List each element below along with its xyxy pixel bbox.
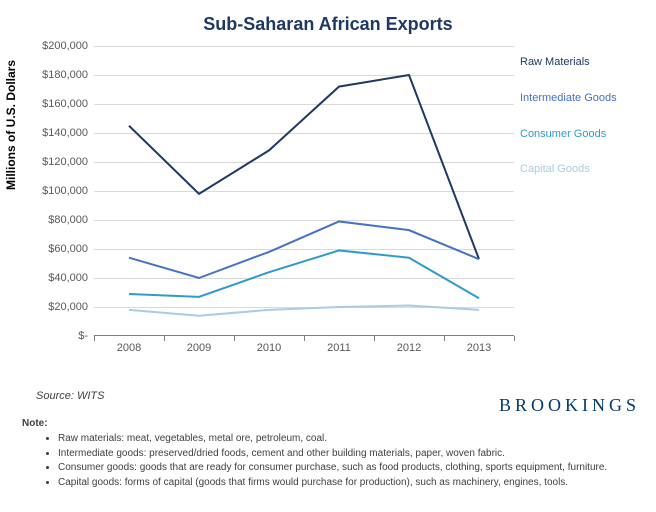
legend-item: Intermediate Goods [520,92,650,106]
x-tick [304,336,305,341]
x-tick [374,336,375,341]
y-tick-label: $140,000 [42,127,88,139]
series-line [129,250,479,298]
y-tick-label: $40,000 [48,272,88,284]
y-tick-label: $- [78,330,88,342]
plot-area: $-$20,000$40,000$60,000$80,000$100,000$1… [94,46,514,336]
x-tick-label: 2009 [187,342,211,354]
y-tick-label: $200,000 [42,40,88,52]
note-item: Capital goods: forms of capital (goods t… [58,477,640,490]
y-tick-label: $180,000 [42,69,88,81]
legend: Raw Materials Intermediate Goods Consumer … [520,56,650,199]
x-tick [164,336,165,341]
y-tick-label: $120,000 [42,156,88,168]
y-axis-label: Millions of U.S. Dollars [4,60,18,190]
note-list: Raw materials: meat, vegetables, metal o… [22,433,640,489]
x-tick [444,336,445,341]
x-tick-label: 2008 [117,342,141,354]
x-tick [94,336,95,341]
note-heading: Note: [22,418,640,429]
chart-title: Sub-Saharan African Exports [0,14,656,35]
notes-block: Note: Raw materials: meat, vegetables, m… [22,418,640,491]
series-line [129,221,479,278]
x-tick [234,336,235,341]
note-item: Consumer goods: goods that are ready for… [58,462,640,475]
y-tick-label: $20,000 [48,301,88,313]
series-line [129,306,479,316]
y-tick-label: $160,000 [42,98,88,110]
x-tick [514,336,515,341]
series-line [129,75,479,259]
source-row: Source: WITS BROOKINGS [36,386,640,412]
chart-container: Sub-Saharan African Exports Millions of … [0,0,656,380]
brookings-logo: BROOKINGS [499,395,640,416]
line-series-svg [94,46,514,336]
legend-item: Capital Goods [520,163,650,177]
legend-item: Raw Materials [520,56,650,70]
note-item: Intermediate goods: preserved/dried food… [58,448,640,461]
note-item: Raw materials: meat, vegetables, metal o… [58,433,640,446]
y-tick-label: $80,000 [48,214,88,226]
x-tick-label: 2012 [397,342,421,354]
y-tick-label: $60,000 [48,243,88,255]
legend-item: Consumer Goods [520,128,650,142]
x-tick-label: 2011 [327,342,351,354]
source-label: Source: WITS [36,390,104,402]
y-tick-label: $100,000 [42,185,88,197]
x-tick-label: 2013 [467,342,491,354]
x-tick-label: 2010 [257,342,281,354]
